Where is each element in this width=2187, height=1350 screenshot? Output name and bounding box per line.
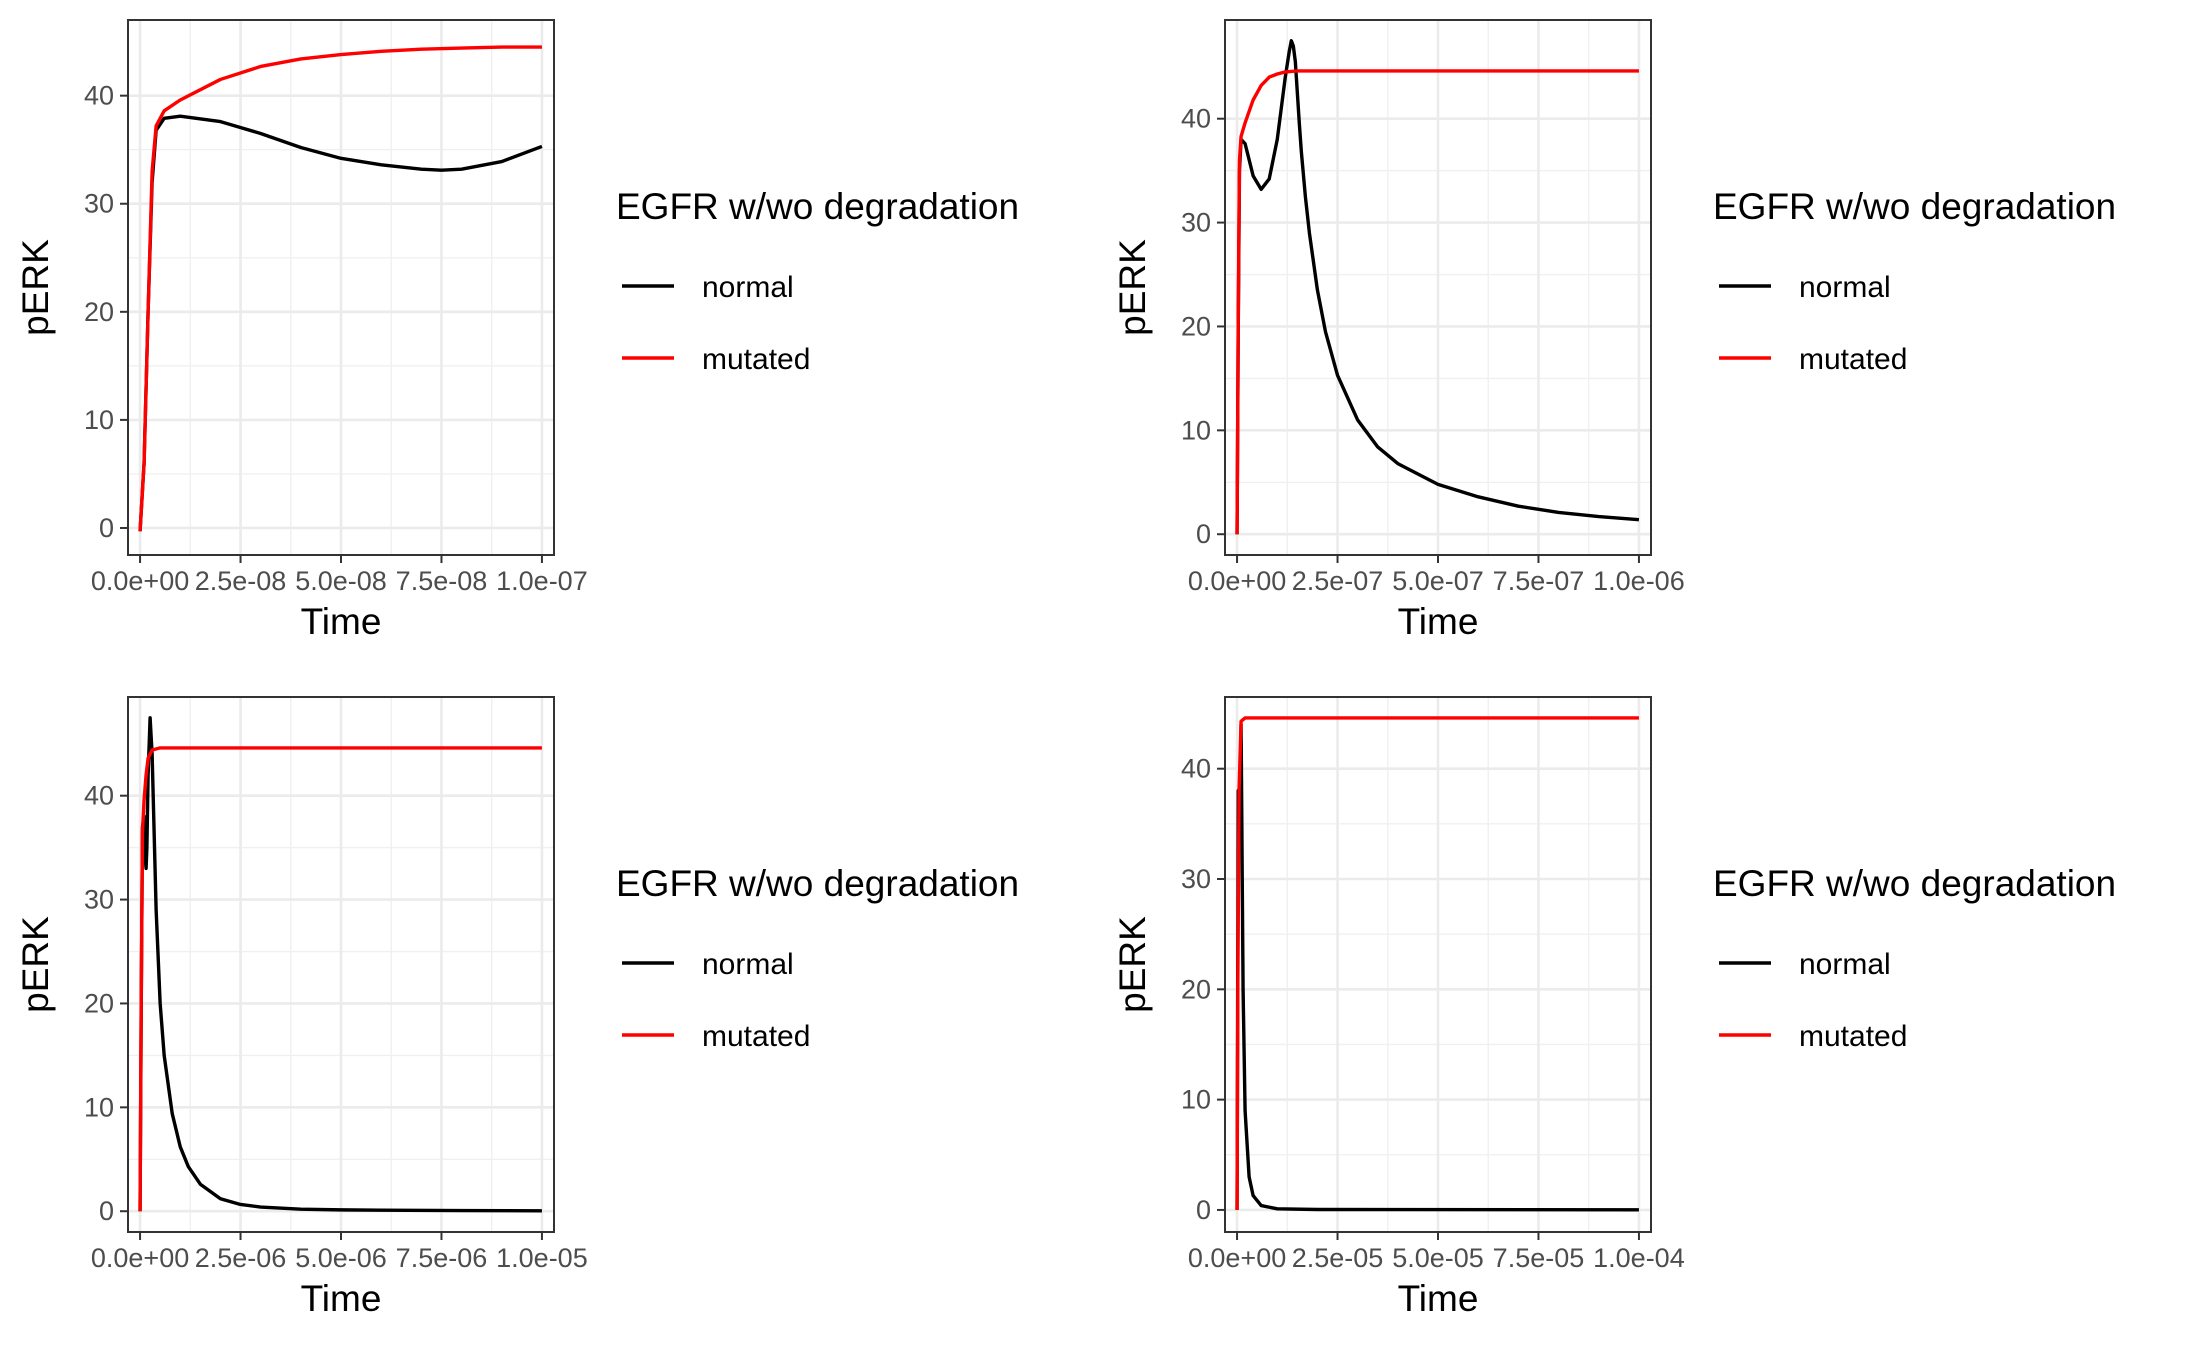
y-axis-title: pERK: [15, 239, 56, 336]
y-tick-label: 20: [1181, 974, 1211, 1004]
y-tick-label: 10: [84, 1092, 114, 1122]
y-tick-label: 0: [99, 1196, 114, 1226]
grid-lines: [128, 20, 554, 555]
legend-label-normal: normal: [702, 948, 794, 981]
x-tick-label: 2.5e-05: [1292, 1243, 1384, 1273]
x-tick-label: 7.5e-08: [396, 566, 488, 596]
y-tick-label: 30: [84, 189, 114, 219]
legend-title: EGFR w/wo degradation: [1713, 186, 2116, 227]
legend: EGFR w/wo degradation normal mutated: [616, 186, 1019, 376]
x-tick-label: 5.0e-07: [1392, 566, 1484, 596]
panel-2: 0.0e+00 2.5e-07 5.0e-07 7.5e-07 1.0e-06 0 10 20…: [1112, 19, 2116, 642]
legend-label-mutated: mutated: [1799, 343, 1907, 376]
grid-lines: [1225, 697, 1651, 1232]
x-tick-label: 5.0e-06: [295, 1243, 387, 1273]
x-tick-label: 0.0e+00: [1188, 1243, 1286, 1273]
y-tick-label: 10: [84, 405, 114, 435]
y-tick-label: 30: [1181, 864, 1211, 894]
y-tick-label: 10: [1181, 1085, 1211, 1115]
x-tick-label: 1.0e-05: [496, 1243, 588, 1273]
y-tick-label: 20: [1181, 311, 1211, 341]
x-axis-title: Time: [1398, 601, 1479, 642]
panel-4: 0.0e+00 2.5e-05 5.0e-05 7.5e-05 1.0e-04 0 10 20…: [1112, 696, 2116, 1319]
x-tick-label: 0.0e+00: [91, 1243, 189, 1273]
x-tick-label: 5.0e-08: [295, 566, 387, 596]
y-axis-title: pERK: [15, 916, 56, 1013]
series-line-mutated: [138, 45, 542, 532]
series-lines: [1235, 39, 1640, 535]
x-tick-label: 7.5e-05: [1493, 1243, 1585, 1273]
legend-label-normal: normal: [702, 271, 794, 304]
y-tick-label: 30: [1181, 208, 1211, 238]
x-axis-title: Time: [1398, 1278, 1479, 1319]
x-tick-label: 2.5e-07: [1292, 566, 1384, 596]
y-tick-label: 40: [1181, 754, 1211, 784]
y-tick-label: 10: [1181, 415, 1211, 445]
x-tick-label: 2.5e-08: [195, 566, 287, 596]
x-tick-label: 0.0e+00: [1188, 566, 1286, 596]
legend-label-normal: normal: [1799, 271, 1891, 304]
x-tick-label: 7.5e-07: [1493, 566, 1585, 596]
series-lines: [138, 716, 542, 1213]
series-lines: [138, 45, 543, 532]
panel-3: 0.0e+00 2.5e-06 5.0e-06 7.5e-06 1.0e-05 0 10 20…: [15, 696, 1019, 1319]
legend-label-mutated: mutated: [1799, 1020, 1907, 1053]
legend-label-normal: normal: [1799, 948, 1891, 981]
series-line-mutated: [138, 746, 542, 1212]
series-line-normal: [138, 716, 542, 1213]
legend: EGFR w/wo degradation normal mutated: [616, 863, 1019, 1053]
grid-lines: [1225, 20, 1651, 555]
legend: EGFR w/wo degradation normal mutated: [1713, 186, 2116, 376]
y-tick-label: 0: [99, 513, 114, 543]
x-tick-label: 2.5e-06: [195, 1243, 287, 1273]
y-tick-label: 20: [84, 988, 114, 1018]
panel-1: 0.0e+00 2.5e-08 5.0e-08 7.5e-08 1.0e-07 0 10 20…: [15, 19, 1019, 642]
y-tick-label: 0: [1196, 1195, 1211, 1225]
x-tick-label: 1.0e-04: [1593, 1243, 1685, 1273]
legend-title: EGFR w/wo degradation: [616, 863, 1019, 904]
y-tick-label: 30: [84, 885, 114, 915]
legend-title: EGFR w/wo degradation: [1713, 863, 2116, 904]
x-tick-label: 0.0e+00: [91, 566, 189, 596]
legend-label-mutated: mutated: [702, 1020, 810, 1053]
y-axis-title: pERK: [1112, 239, 1153, 336]
y-tick-label: 40: [84, 781, 114, 811]
series-lines: [1235, 716, 1639, 1212]
y-axis-title: pERK: [1112, 916, 1153, 1013]
x-axis-title: Time: [301, 1278, 382, 1319]
x-tick-label: 7.5e-06: [396, 1243, 488, 1273]
y-tick-label: 40: [1181, 104, 1211, 134]
legend: EGFR w/wo degradation normal mutated: [1713, 863, 2116, 1053]
x-tick-label: 1.0e-07: [496, 566, 588, 596]
y-tick-label: 40: [84, 81, 114, 111]
y-tick-label: 20: [84, 297, 114, 327]
series-line-normal: [1235, 39, 1640, 535]
x-tick-label: 1.0e-06: [1593, 566, 1685, 596]
series-line-mutated: [1235, 69, 1639, 535]
x-axis-title: Time: [301, 601, 382, 642]
legend-title: EGFR w/wo degradation: [616, 186, 1019, 227]
x-tick-label: 5.0e-05: [1392, 1243, 1484, 1273]
legend-label-mutated: mutated: [702, 343, 810, 376]
y-tick-label: 0: [1196, 519, 1211, 549]
series-line-mutated: [1235, 716, 1639, 1210]
